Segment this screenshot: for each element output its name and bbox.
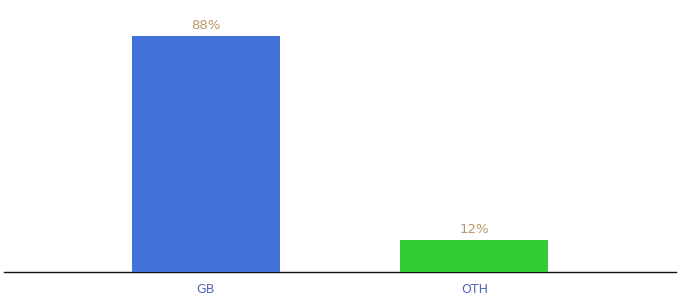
- Text: 12%: 12%: [460, 223, 489, 236]
- Bar: [401, 240, 548, 272]
- Text: 88%: 88%: [191, 19, 220, 32]
- Bar: [132, 36, 279, 272]
